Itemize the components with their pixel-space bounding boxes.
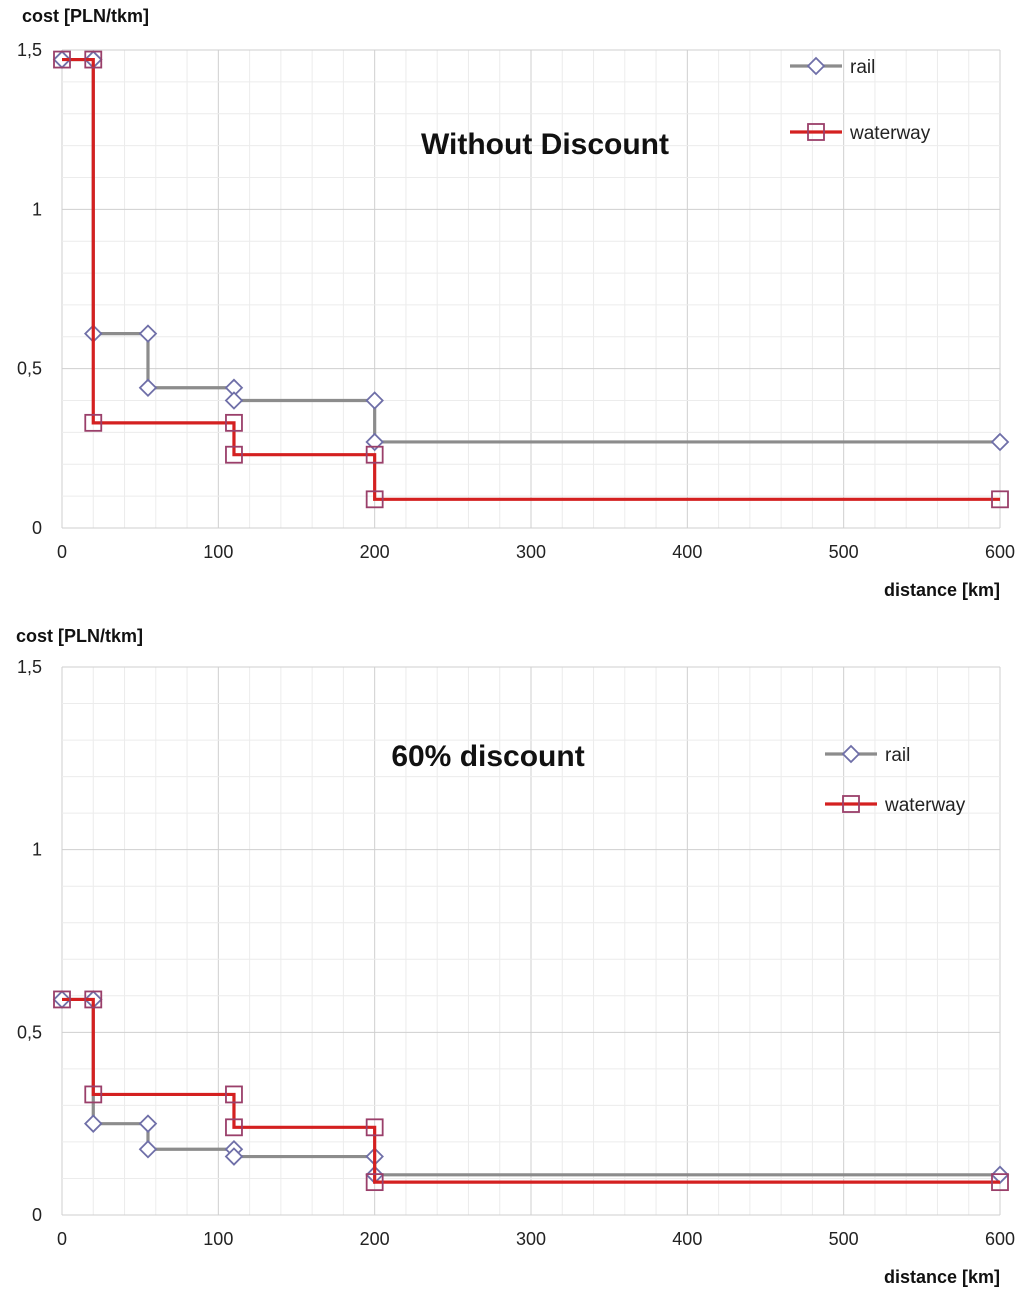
rail-data-point [138, 1139, 158, 1159]
y-tick-label: 1 [32, 840, 42, 860]
legend-label: waterway [849, 123, 931, 144]
legend-item-rail: rail [825, 744, 910, 766]
chart-60-percent-discount: 0 100 200 300 400 500 600 0 0,5 1 1,5 cost [PLN/tkm… [0, 620, 1020, 1290]
waterway-data-point [365, 1118, 384, 1137]
x-tick-label: 300 [516, 1229, 546, 1249]
x-axis-title: distance [km] [884, 1267, 1000, 1287]
waterway-data-point [225, 1118, 243, 1137]
x-tick-label: 0 [57, 1229, 67, 1249]
rail-data-point [224, 1147, 244, 1166]
x-tick-label: 400 [672, 542, 702, 562]
x-tick-label: 400 [672, 1229, 702, 1249]
series-waterway [53, 50, 1009, 509]
y-tick-label: 1 [32, 199, 42, 219]
chart-svg: 0 100 200 300 400 500 600 0 0,5 1 1,5 cost [PLN/tkm… [16, 626, 1015, 1287]
y-tick-label: 1,5 [17, 40, 42, 60]
waterway-data-point [84, 1085, 103, 1104]
chart-title: Without Discount [421, 128, 669, 161]
rail-data-point [365, 391, 384, 410]
waterway-data-point [84, 50, 103, 69]
x-tick-label: 200 [360, 1229, 390, 1249]
waterway-line [62, 997, 1000, 1184]
rail-data-point [138, 324, 158, 343]
y-tick-label: 0,5 [17, 1022, 42, 1042]
legend-label: rail [850, 57, 875, 78]
waterway-data-point [84, 413, 103, 432]
legend-item-rail: rail [790, 56, 875, 78]
legend-marker-swatch [841, 744, 861, 764]
y-tick-label: 0,5 [17, 359, 42, 379]
x-tick-label: 200 [360, 542, 390, 562]
waterway-data-point [365, 445, 384, 464]
legend-marker-swatch [806, 56, 826, 76]
x-tick-label: 100 [203, 542, 233, 562]
waterway-data-point [991, 1173, 1009, 1192]
waterway-data-point [225, 1085, 243, 1104]
y-tick-label: 1,5 [17, 657, 42, 677]
y-tick-label: 0 [32, 518, 42, 538]
legend-item-waterway: waterway [825, 795, 966, 816]
x-tick-label: 600 [985, 1229, 1015, 1249]
rail-data-point [83, 1114, 103, 1133]
waterway-data-point [991, 490, 1009, 509]
legend: rail waterway [825, 744, 966, 816]
x-tick-label: 500 [829, 542, 859, 562]
legend-marker-swatch [842, 795, 860, 813]
grid [61, 666, 1001, 1216]
grid [61, 49, 1001, 529]
chart-svg: 0 100 200 300 400 500 600 0 0,5 1 1,5 cost [PLN/tkm… [17, 6, 1015, 600]
waterway-data-point [365, 1173, 384, 1192]
rail-data-point [224, 391, 244, 410]
y-tick-label: 0 [32, 1205, 42, 1225]
y-axis-title: cost [PLN/tkm] [16, 626, 143, 646]
chart-title: 60% discount [391, 740, 584, 773]
x-axis-title: distance [km] [884, 580, 1000, 600]
legend-label: waterway [884, 795, 966, 816]
x-tick-label: 0 [57, 542, 67, 562]
legend: rail waterway [790, 56, 931, 144]
waterway-data-point [53, 50, 71, 69]
rail-data-point [138, 1114, 158, 1133]
legend-label: rail [885, 745, 910, 766]
y-axis-title: cost [PLN/tkm] [22, 6, 149, 26]
x-tick-label: 100 [203, 1229, 233, 1249]
x-tick-label: 500 [829, 1229, 859, 1249]
waterway-data-point [225, 445, 243, 464]
waterway-data-point [365, 490, 384, 509]
series-waterway [53, 990, 1009, 1192]
waterway-data-point [84, 990, 103, 1009]
waterway-data-point [225, 413, 243, 432]
legend-marker-swatch [807, 123, 825, 141]
rail-data-point [138, 378, 158, 398]
chart-without-discount: 0 100 200 300 400 500 600 0 0,5 1 1,5 cost [PLN/tkm… [0, 0, 1020, 620]
x-tick-label: 300 [516, 542, 546, 562]
rail-data-point [990, 432, 1010, 452]
x-tick-label: 600 [985, 542, 1015, 562]
legend-item-waterway: waterway [790, 123, 931, 144]
waterway-data-point [53, 990, 71, 1009]
